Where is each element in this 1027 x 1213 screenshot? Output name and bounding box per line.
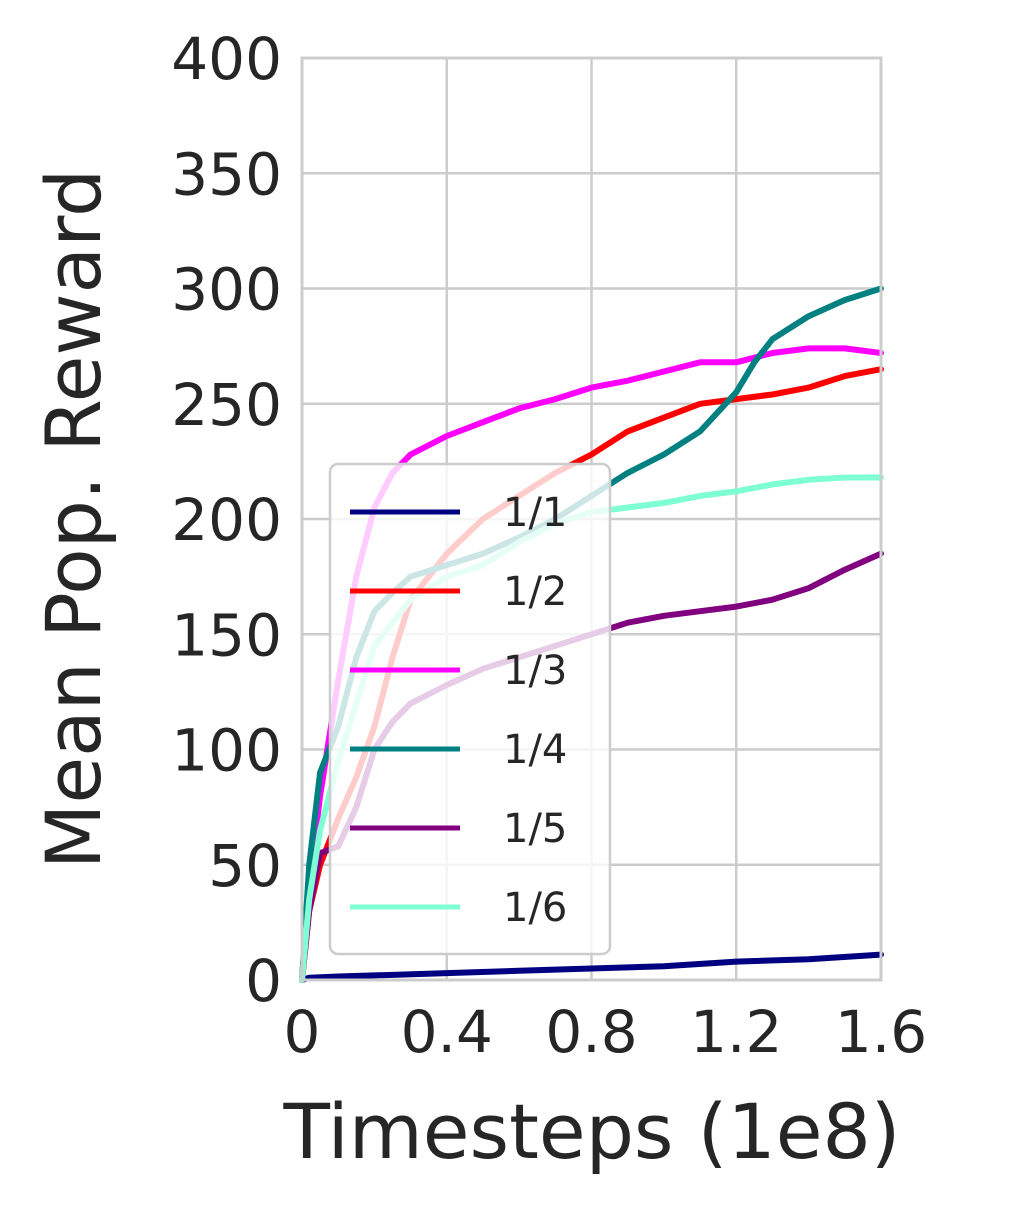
y-axis-title: Mean Pop. Reward (29, 169, 118, 869)
y-tick-labels: 0 50 100 150 200 250 300 350 400 (171, 25, 282, 1015)
series-line-0 (299, 951, 884, 983)
y-tick-label: 250 (171, 371, 282, 439)
legend-label: 1/4 (503, 727, 567, 773)
y-tick-label: 200 (171, 486, 282, 554)
x-tick-label: 1.6 (835, 998, 927, 1066)
x-tick-label: 0 (284, 998, 321, 1066)
x-axis-title: Timesteps (1e8) (283, 1087, 901, 1176)
x-tick-label: 0.4 (401, 998, 493, 1066)
y-tick-label: 50 (208, 832, 282, 900)
plot-frame (300, 56, 883, 982)
y-tick-label: 0 (245, 947, 282, 1015)
y-tick-label: 150 (171, 601, 282, 669)
y-tick-label: 100 (171, 717, 282, 785)
y-tick-label: 350 (171, 140, 282, 208)
legend-label: 1/1 (503, 490, 567, 536)
legend-box (328, 462, 612, 956)
y-tick-label: 300 (171, 256, 282, 324)
x-tick-labels: 0 0.4 0.8 1.2 1.6 (284, 998, 928, 1066)
legend: 1/1 1/2 1/3 1/4 1/5 1/6 (328, 462, 612, 956)
legend-label: 1/3 (503, 648, 567, 694)
legend-label: 1/5 (503, 806, 567, 852)
x-tick-label: 1.2 (690, 998, 782, 1066)
y-tick-label: 400 (171, 25, 282, 93)
legend-label: 1/6 (503, 885, 567, 931)
x-tick-label: 0.8 (545, 998, 637, 1066)
legend-label: 1/2 (503, 569, 567, 615)
